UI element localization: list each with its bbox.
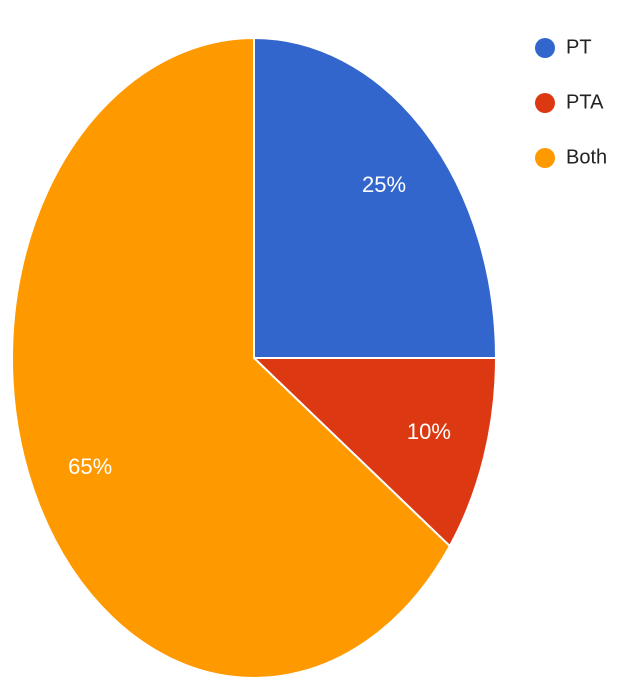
legend-label: Both [566,146,607,168]
slice-label: 25% [362,172,406,197]
slice-label: 10% [407,419,451,444]
legend-marker [535,93,555,113]
slice-label: 65% [68,454,112,479]
pie-slice [253,36,498,359]
pie-slice [11,36,452,679]
pie-slice [251,357,498,548]
legend-marker [535,38,555,58]
legend-label: PT [566,36,592,58]
legend-marker [535,148,555,168]
legend-label: PTA [566,91,604,113]
